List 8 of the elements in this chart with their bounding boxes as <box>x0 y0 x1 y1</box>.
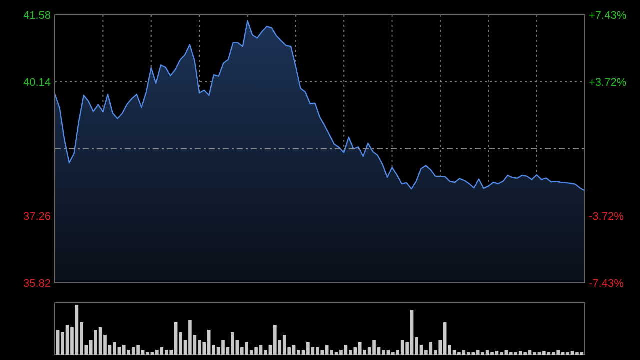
y-tick-label: 35.82 <box>23 278 51 290</box>
y2-tick-label: -7.43% <box>589 278 624 290</box>
y-tick-label: 40.14 <box>23 77 51 89</box>
y2-tick-label: +3.72% <box>589 76 627 89</box>
y-tick-label: 37.26 <box>23 211 51 223</box>
y2-tick-label: -3.72% <box>589 211 624 224</box>
y2-tick-label: +7.43% <box>589 10 627 22</box>
y-tick-label: 41.58 <box>23 10 51 22</box>
